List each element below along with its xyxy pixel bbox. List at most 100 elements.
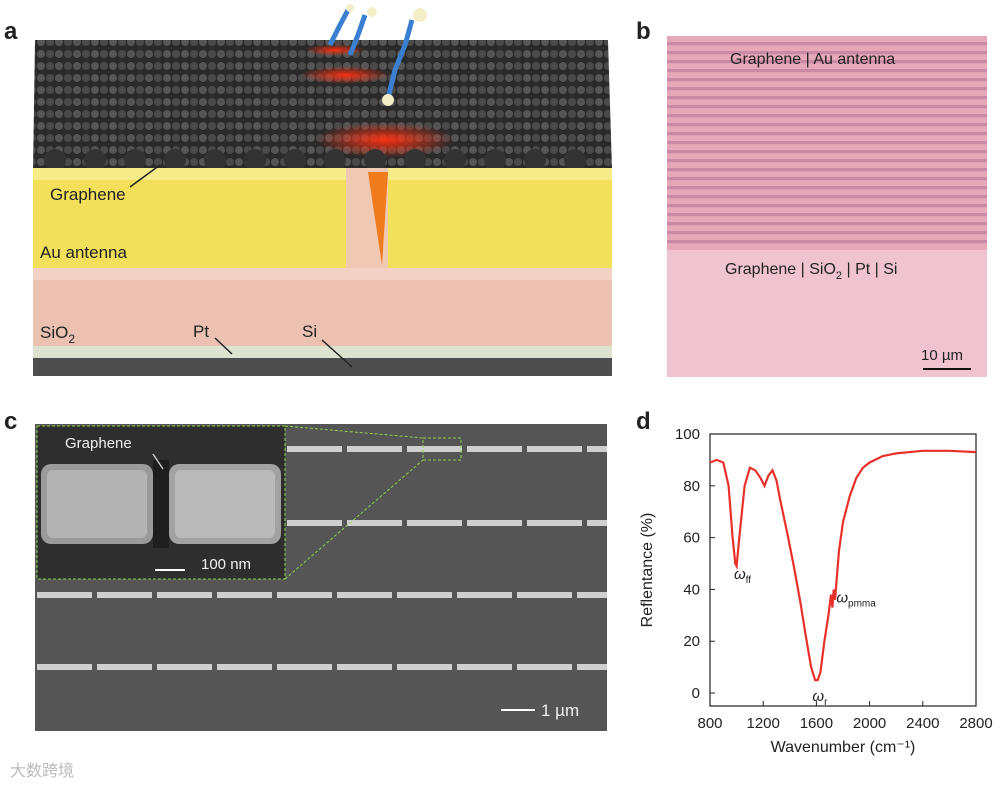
sem-antenna-segment <box>157 592 212 598</box>
antenna-stripe <box>667 222 987 226</box>
sem-antenna-segment <box>457 592 512 598</box>
x-tick-label: 2400 <box>906 715 939 732</box>
antenna-stripe <box>667 231 987 235</box>
reflectance-chart: 800 1200 1600 2000 2400 2800 0 20 40 60 80 100 ωff ω… <box>639 426 993 756</box>
sem-antenna-segment <box>157 664 212 670</box>
panel-b-top-text: Graphene | Au antenna <box>730 51 895 68</box>
molecule-icons <box>327 8 415 99</box>
sem-antenna-segment <box>277 592 332 598</box>
sem-antenna-segment <box>577 664 607 670</box>
sem-antenna-segment <box>577 592 607 598</box>
panel-b-scale-label: 10 µm <box>921 347 963 364</box>
sio2-label: SiO2 <box>40 323 75 346</box>
panel-a-illustration: Graphene Au antenna SiO2 Pt Si <box>33 4 612 376</box>
panel-b-bottom-text: Graphene | SiO2 | Pt | Si <box>725 261 897 282</box>
panel-b-label: b <box>636 18 651 45</box>
antenna-stripe <box>667 105 987 109</box>
peak-annotation: ωff <box>734 566 751 586</box>
x-tick-label: 1200 <box>747 715 780 732</box>
y-tick-label: 100 <box>675 426 700 443</box>
antenna-stripe <box>667 51 987 55</box>
antenna-stripe <box>667 177 987 181</box>
sem-antenna-segment <box>217 664 272 670</box>
antenna-stripe <box>667 186 987 190</box>
x-tick-label: 2000 <box>853 715 886 732</box>
sem-inset <box>36 425 286 580</box>
sem-antenna-segment <box>287 520 342 526</box>
antenna-stripe <box>667 150 987 154</box>
antenna-stripe <box>667 78 987 82</box>
panel-d-label: d <box>636 408 651 435</box>
pt-layer <box>33 346 612 358</box>
x-tick-label: 800 <box>697 715 722 732</box>
sem-antenna-segment <box>347 520 402 526</box>
sem-antenna-segment <box>527 446 582 452</box>
inset-scale-label: 100 nm <box>201 556 251 573</box>
sem-antenna-segment <box>407 520 462 526</box>
sem-antenna-segment <box>517 592 572 598</box>
au-antenna-left <box>33 168 346 268</box>
si-layer <box>33 358 612 376</box>
sem-antenna-segment <box>97 664 152 670</box>
sem-antenna-segment <box>467 446 522 452</box>
au-antenna-right <box>388 168 612 268</box>
x-tick-label: 1600 <box>800 715 833 732</box>
antenna-stripe <box>667 168 987 172</box>
y-tick-label: 40 <box>683 581 700 598</box>
panel-a-label: a <box>4 18 18 45</box>
antenna-stripe <box>667 87 987 91</box>
sem-antenna-segment <box>337 592 392 598</box>
antenna-stripe <box>667 141 987 145</box>
sem-antenna-segment <box>397 592 452 598</box>
inset-graphene-label: Graphene <box>65 435 132 452</box>
y-tick-label: 60 <box>683 530 700 547</box>
panel-c-label: c <box>4 408 18 435</box>
panel-c-sem-image: Graphene 100 nm 1 µm <box>35 424 607 731</box>
sem-antenna-segment <box>217 592 272 598</box>
peak-annotation: ωpmma <box>836 589 876 609</box>
y-axis-label: Reflentance (%) <box>639 513 656 628</box>
watermark: 大数跨境 <box>10 763 75 780</box>
graphene-sheet <box>33 40 612 170</box>
panel-c-scale-label: 1 µm <box>541 701 579 720</box>
antenna-stripe <box>667 96 987 100</box>
sio2-layer <box>33 268 612 346</box>
antenna-stripe <box>667 114 987 118</box>
y-tick-label: 20 <box>683 633 700 650</box>
antenna-stripe <box>667 195 987 199</box>
sem-antenna-segment <box>407 446 462 452</box>
sem-antenna-segment <box>527 520 582 526</box>
sem-antenna-segment <box>277 664 332 670</box>
antenna-stripe <box>667 132 987 136</box>
si-label: Si <box>302 322 317 341</box>
sem-antenna-segment <box>347 446 402 452</box>
antenna-stripe <box>667 213 987 217</box>
antenna-stripe <box>667 123 987 127</box>
au-antenna-label: Au antenna <box>40 243 128 262</box>
antenna-stripe <box>667 204 987 208</box>
x-tick-label: 2800 <box>959 715 992 732</box>
graphene-atom-row <box>44 149 586 171</box>
antenna-stripe <box>667 240 987 244</box>
peak-annotation: ωr <box>812 688 828 708</box>
antenna-stripe <box>667 69 987 73</box>
sem-antenna-segment <box>97 592 152 598</box>
sem-antenna-segment <box>287 446 342 452</box>
sem-antenna-segment <box>337 664 392 670</box>
sem-antenna-segment <box>457 664 512 670</box>
sem-antenna-segment <box>397 664 452 670</box>
sem-antenna-segment <box>517 664 572 670</box>
sem-antenna-segment <box>37 592 92 598</box>
antenna-stripe <box>667 42 987 46</box>
pt-label: Pt <box>193 322 209 341</box>
panel-b-micrograph: Graphene | Au antenna Graphene | SiO2 | … <box>667 36 987 377</box>
sem-antenna-segment <box>587 520 607 526</box>
reflectance-series-line <box>709 449 977 682</box>
antenna-stripe <box>667 60 987 64</box>
sem-antenna-segment <box>467 520 522 526</box>
y-tick-label: 0 <box>692 685 700 702</box>
graphene-label: Graphene <box>50 185 126 204</box>
x-axis-label: Wavenumber (cm⁻¹) <box>771 739 916 756</box>
plot-frame <box>709 433 977 707</box>
y-tick-label: 80 <box>683 478 700 495</box>
